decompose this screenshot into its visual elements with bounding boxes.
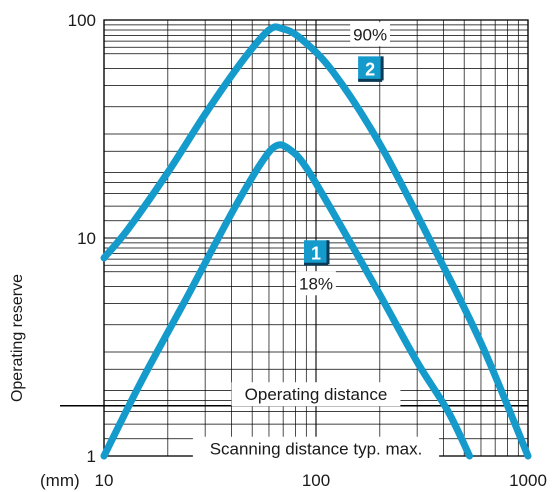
y-tick-label: 10	[77, 229, 96, 248]
scanning-distance-bg	[192, 436, 440, 461]
tick-labels: 10 100 1000 1 10 100	[68, 11, 547, 490]
curve-1	[100, 141, 474, 460]
y-axis-label: Operating reserve	[9, 274, 26, 402]
label-1: 18%	[299, 274, 333, 293]
scanning-distance: Scanning distance typ. max.	[210, 440, 423, 459]
operating-distance: Operating distance	[245, 385, 388, 404]
x-tick-label: 100	[302, 471, 330, 490]
y-tick-label: 1	[87, 447, 96, 466]
badge-2-box	[358, 56, 383, 81]
label-1-bg	[296, 271, 336, 296]
y-tick-label: 100	[68, 11, 96, 30]
x-tick-label: 10	[95, 471, 114, 490]
curve-2	[100, 23, 532, 460]
badge-2-text: 2	[365, 59, 375, 79]
curves	[100, 23, 532, 460]
operating-distance-bg	[231, 382, 401, 407]
badge-1-text: 1	[311, 243, 321, 263]
x-tick-label: 1000	[509, 471, 547, 490]
badge-1-box	[304, 240, 328, 265]
label-2: 90%	[353, 25, 387, 44]
annotations: 90% 2 1 18% Operating distance Scanning dista…	[192, 22, 440, 461]
x-axis-unit: (mm)	[40, 471, 80, 490]
label-2-bg	[350, 22, 391, 47]
